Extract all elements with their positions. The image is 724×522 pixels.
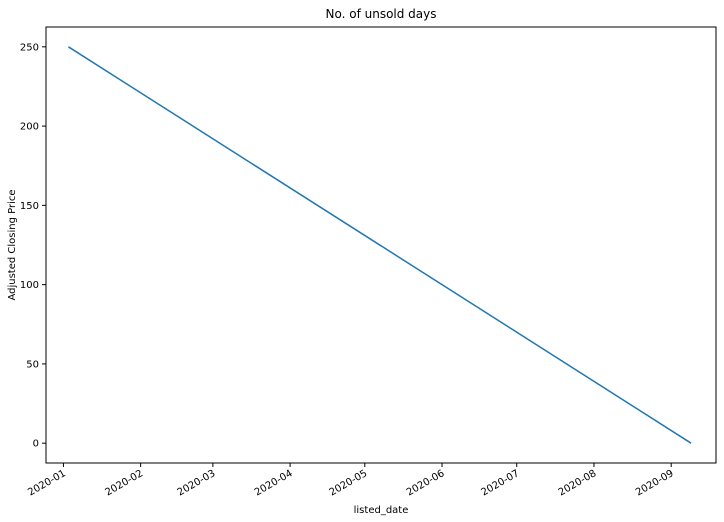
y-axis: 0 50 100 150 200 250 bbox=[20, 42, 46, 450]
x-tick-label: 2020-01 bbox=[26, 468, 68, 498]
x-tick-label: 2020-08 bbox=[557, 468, 599, 498]
y-tick-label: 250 bbox=[20, 42, 39, 53]
x-tick-label: 2020-02 bbox=[103, 468, 145, 498]
chart-title: No. of unsold days bbox=[325, 7, 436, 21]
y-tick-label: 150 bbox=[20, 201, 39, 212]
y-tick-label: 200 bbox=[20, 122, 39, 133]
series-line bbox=[68, 46, 692, 444]
x-axis: 2020-01 2020-02 2020-03 2020-04 2020-05 2020-… bbox=[26, 463, 676, 498]
x-tick-label: 2020-04 bbox=[253, 468, 295, 498]
x-tick-label: 2020-05 bbox=[328, 468, 370, 498]
x-axis-label: listed_date bbox=[354, 505, 409, 516]
axes-frame bbox=[45, 26, 717, 464]
y-tick-label: 100 bbox=[20, 280, 39, 291]
y-tick-label: 50 bbox=[26, 359, 39, 370]
plot-area bbox=[68, 46, 692, 444]
y-tick-label: 0 bbox=[33, 439, 39, 450]
x-tick-label: 2020-06 bbox=[405, 468, 447, 498]
x-tick-label: 2020-09 bbox=[634, 468, 676, 498]
x-tick-label: 2020-03 bbox=[176, 468, 218, 498]
x-tick-label: 2020-07 bbox=[480, 468, 522, 498]
y-axis-label: Adjusted Closing Price bbox=[7, 189, 18, 300]
